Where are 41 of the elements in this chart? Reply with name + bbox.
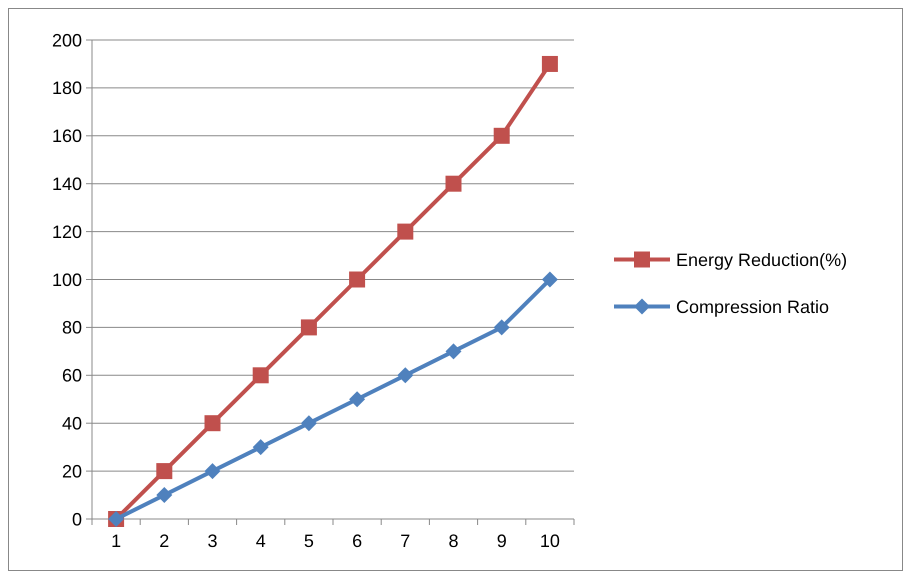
point xyxy=(300,415,317,432)
point xyxy=(156,487,172,504)
x-tick-label: 2 xyxy=(159,531,170,551)
x-tick-label: 5 xyxy=(304,531,314,551)
point xyxy=(252,367,269,384)
x-tick-label: 4 xyxy=(256,531,266,551)
y-tick-label: 200 xyxy=(52,30,82,50)
y-tick-label: 20 xyxy=(62,461,82,482)
point xyxy=(156,463,172,480)
point xyxy=(494,128,510,144)
y-tick-label: 0 xyxy=(72,509,82,530)
point xyxy=(397,367,414,384)
point xyxy=(446,343,462,360)
point xyxy=(349,272,366,288)
point xyxy=(204,415,220,432)
point xyxy=(494,319,510,336)
y-tick-label: 80 xyxy=(62,318,82,338)
point xyxy=(204,463,220,480)
point xyxy=(542,272,558,288)
legend-label: Energy Reduction(%) xyxy=(676,250,848,270)
y-tick-label: 120 xyxy=(52,222,82,242)
x-tick-label: 9 xyxy=(496,531,507,551)
y-tick-label: 100 xyxy=(52,270,82,290)
point xyxy=(349,391,366,408)
x-tick-label: 3 xyxy=(207,531,218,551)
x-tick-label: 10 xyxy=(540,531,560,551)
y-tick-label: 180 xyxy=(52,78,82,98)
x-tick-label: 7 xyxy=(400,531,410,551)
point xyxy=(542,56,558,72)
y-tick-label: 60 xyxy=(62,366,82,386)
y-tick-label: 140 xyxy=(52,174,82,194)
point xyxy=(446,176,462,192)
y-tick-label: 160 xyxy=(52,126,82,146)
y-tick-label: 40 xyxy=(62,414,82,434)
x-tick-label: 1 xyxy=(111,531,122,551)
point xyxy=(397,224,414,240)
point xyxy=(252,439,269,456)
x-tick-label: 8 xyxy=(448,531,459,551)
legend-label: Compression Ratio xyxy=(676,296,830,317)
x-tick-label: 6 xyxy=(352,531,362,551)
point xyxy=(300,319,317,336)
